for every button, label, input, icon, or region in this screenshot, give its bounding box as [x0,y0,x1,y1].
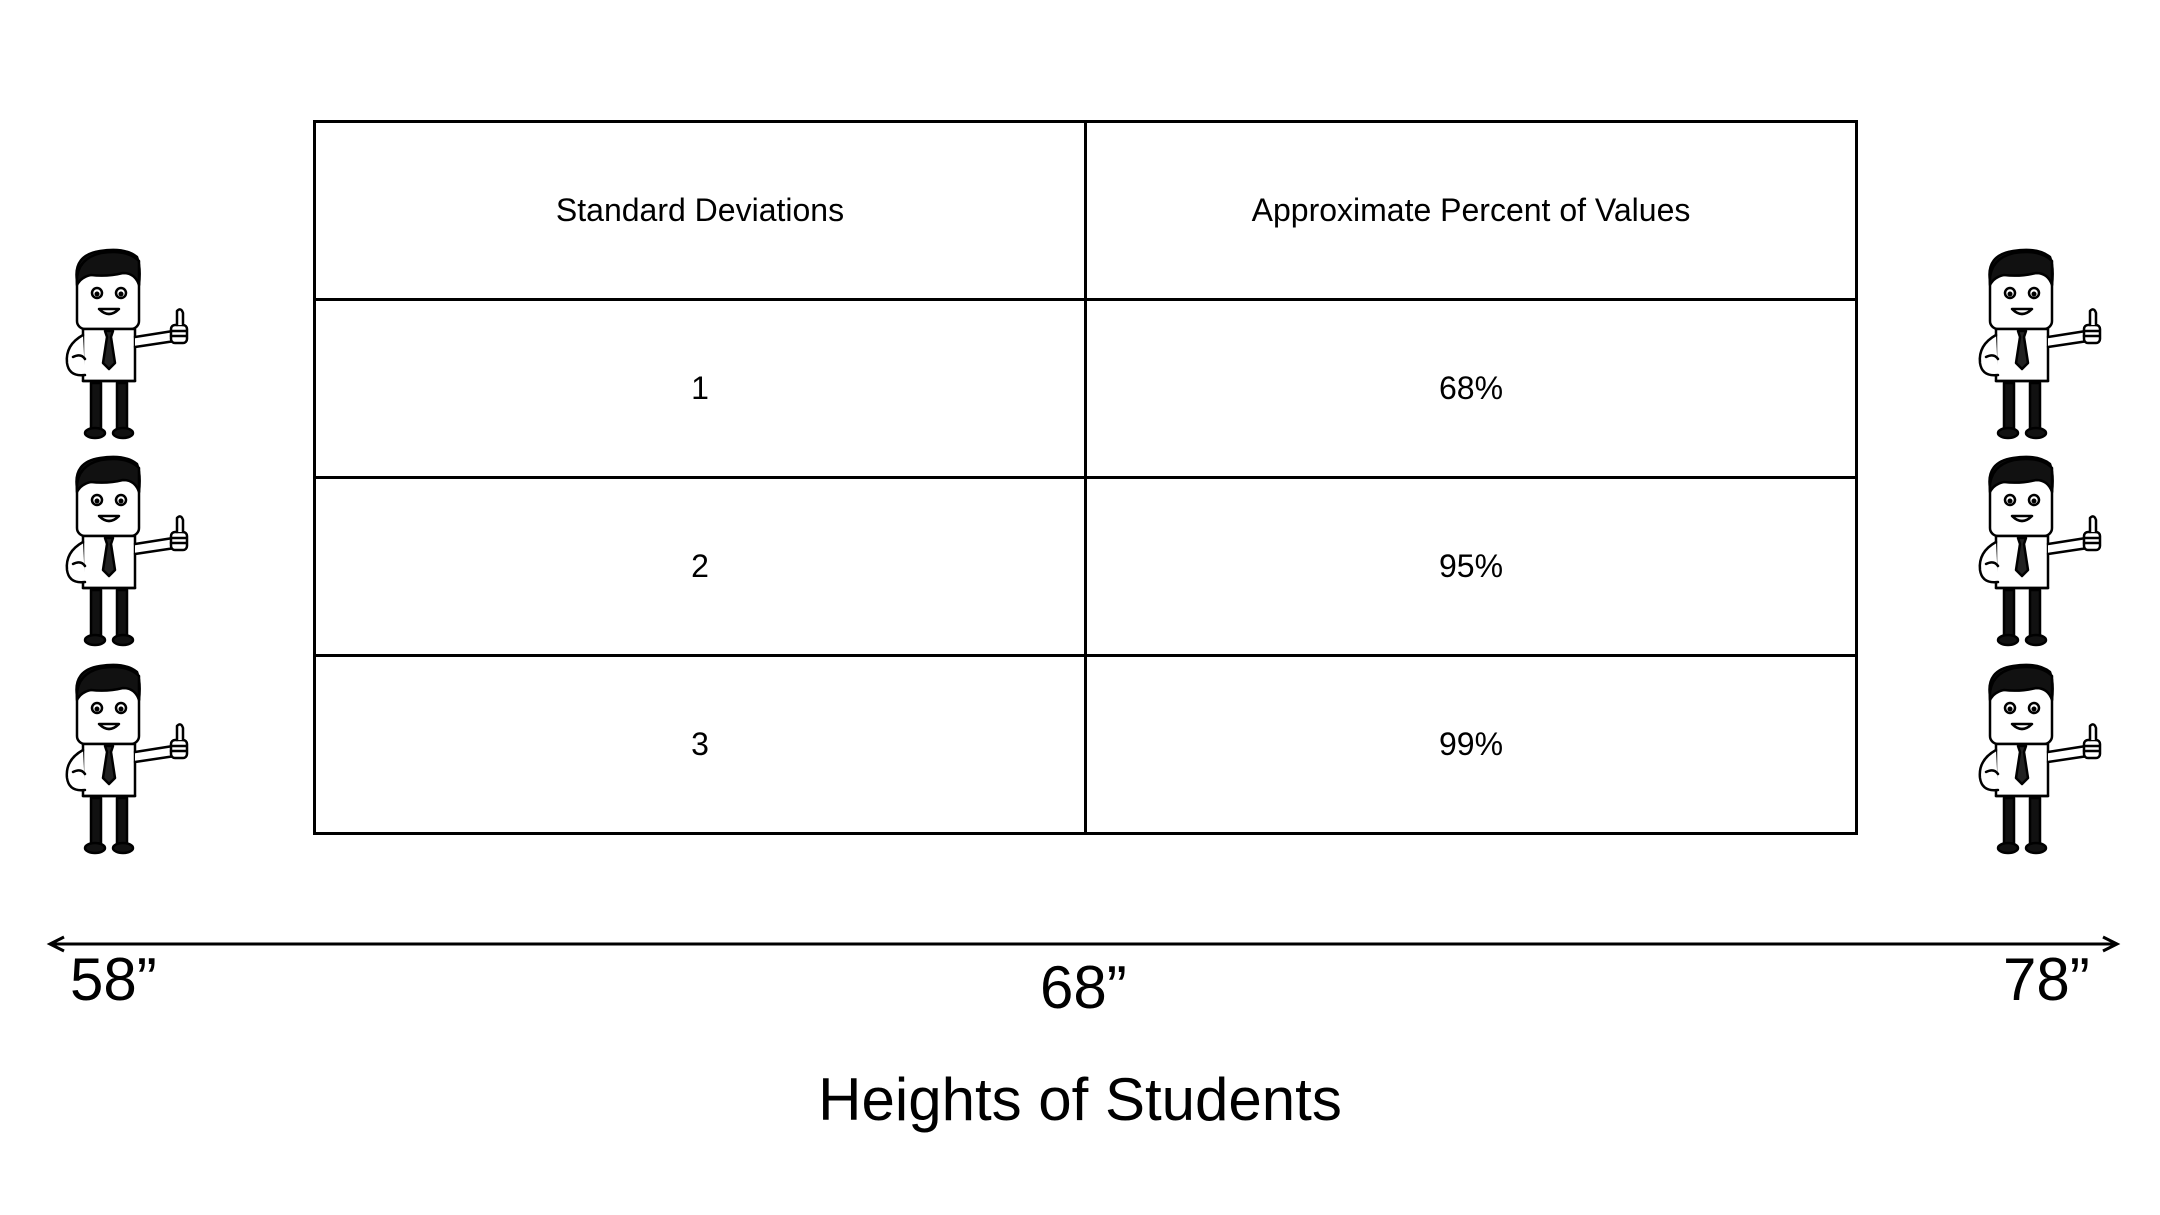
table-cell-percent: 99% [1084,654,1858,835]
table-row: 1 68% [313,298,1858,479]
standard-deviation-table: Standard Deviations Approximate Percent … [313,120,1858,835]
table-cell-percent: 68% [1084,298,1858,479]
table-cell-sd: 2 [313,476,1087,657]
table-row: 3 99% [313,654,1858,835]
axis-label-right: 78” [2003,946,2090,1013]
header-standard-deviations: Standard Deviations [313,120,1087,301]
table-cell-sd: 1 [313,298,1087,479]
header-approximate-percent: Approximate Percent of Values [1084,120,1858,301]
table-row: 2 95% [313,476,1858,657]
table-cell-percent: 95% [1084,476,1858,657]
axis-label-center: 68” [1040,954,1127,1021]
table-cell-sd: 3 [313,654,1087,835]
axis-label-left: 58” [70,946,157,1013]
table-header-row: Standard Deviations Approximate Percent … [313,120,1858,301]
axis-title: Heights of Students [818,1066,1342,1133]
